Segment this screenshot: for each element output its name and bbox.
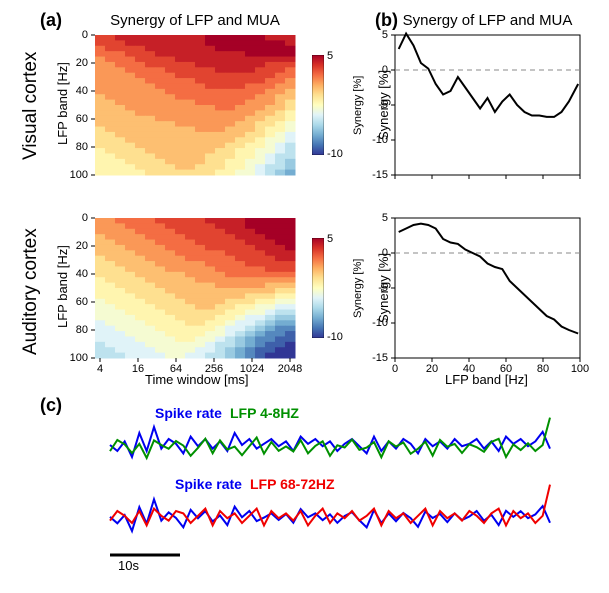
- svg-text:100: 100: [70, 169, 88, 181]
- ylabel-b1: Synergy [%]: [376, 70, 391, 140]
- svg-text:20: 20: [426, 363, 438, 375]
- title-a: Synergy of LFP and MUA: [95, 12, 295, 29]
- cbar2-label: Synergy [%]: [352, 259, 364, 318]
- svg-text:5: 5: [382, 212, 388, 224]
- svg-text:40: 40: [76, 268, 88, 280]
- ylabel-a1: LFP band [Hz]: [55, 62, 70, 145]
- svg-text:-15: -15: [372, 352, 388, 364]
- cbar1-label: Synergy [%]: [352, 76, 364, 135]
- svg-text:0: 0: [82, 212, 88, 224]
- svg-text:80: 80: [76, 141, 88, 153]
- trace-label-lfp-low: LFP 4-8HZ: [230, 405, 299, 421]
- scale-label: 10s: [118, 558, 139, 573]
- lineplot-visual: -15-10-505: [395, 35, 580, 175]
- row-label-auditory: Auditory cortex: [20, 228, 42, 355]
- svg-text:0: 0: [82, 29, 88, 41]
- xlabel-b: LFP band [Hz]: [445, 372, 528, 387]
- cbar2-max: 5: [327, 233, 333, 245]
- heatmap-visual: 020406080100: [95, 35, 295, 175]
- colorbar-1: [312, 55, 324, 155]
- cbar1-max: 5: [327, 50, 333, 62]
- svg-text:-15: -15: [372, 169, 388, 181]
- cbar2-min: -10: [327, 331, 343, 343]
- svg-text:2048: 2048: [278, 363, 302, 375]
- svg-text:40: 40: [76, 85, 88, 97]
- svg-text:20: 20: [76, 240, 88, 252]
- svg-text:20: 20: [76, 57, 88, 69]
- row-label-visual: Visual cortex: [20, 52, 42, 160]
- trace-label-spike-2: Spike rate: [175, 476, 242, 492]
- trace-label-spike-1: Spike rate: [155, 405, 222, 421]
- svg-text:0: 0: [392, 363, 398, 375]
- panel-letter-a: (a): [40, 10, 62, 31]
- ylabel-a2: LFP band [Hz]: [55, 245, 70, 328]
- svg-text:100: 100: [571, 363, 589, 375]
- svg-text:60: 60: [76, 113, 88, 125]
- ylabel-b2: Synergy [%]: [376, 253, 391, 323]
- svg-text:16: 16: [132, 363, 144, 375]
- title-b: Synergy of LFP and MUA: [395, 12, 580, 29]
- colorbar-2: [312, 238, 324, 338]
- svg-text:60: 60: [76, 296, 88, 308]
- lineplot-auditory: -15-10-505020406080100: [395, 218, 580, 358]
- svg-text:80: 80: [537, 363, 549, 375]
- svg-text:100: 100: [70, 352, 88, 364]
- svg-text:4: 4: [97, 363, 103, 375]
- heatmap-auditory: 0204060801004166425610242048: [95, 218, 295, 358]
- svg-text:80: 80: [76, 324, 88, 336]
- xlabel-a: Time window [ms]: [145, 372, 249, 387]
- panel-letter-c: (c): [40, 395, 62, 416]
- svg-text:5: 5: [382, 29, 388, 41]
- cbar1-min: -10: [327, 148, 343, 160]
- trace-label-lfp-high: LFP 68-72HZ: [250, 476, 335, 492]
